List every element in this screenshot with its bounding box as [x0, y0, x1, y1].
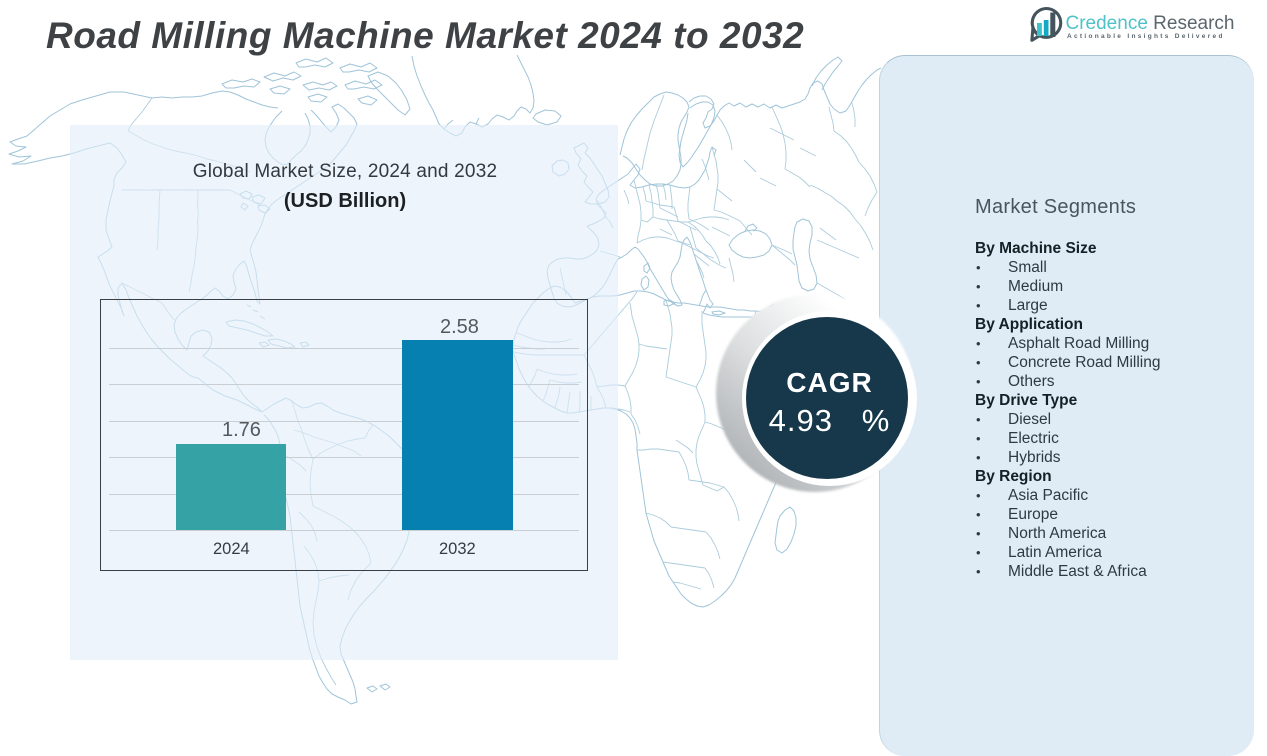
svg-text:Credence Research: Credence Research [1066, 13, 1235, 34]
svg-text:Actionable Insights Delivered: Actionable Insights Delivered [1067, 33, 1225, 40]
